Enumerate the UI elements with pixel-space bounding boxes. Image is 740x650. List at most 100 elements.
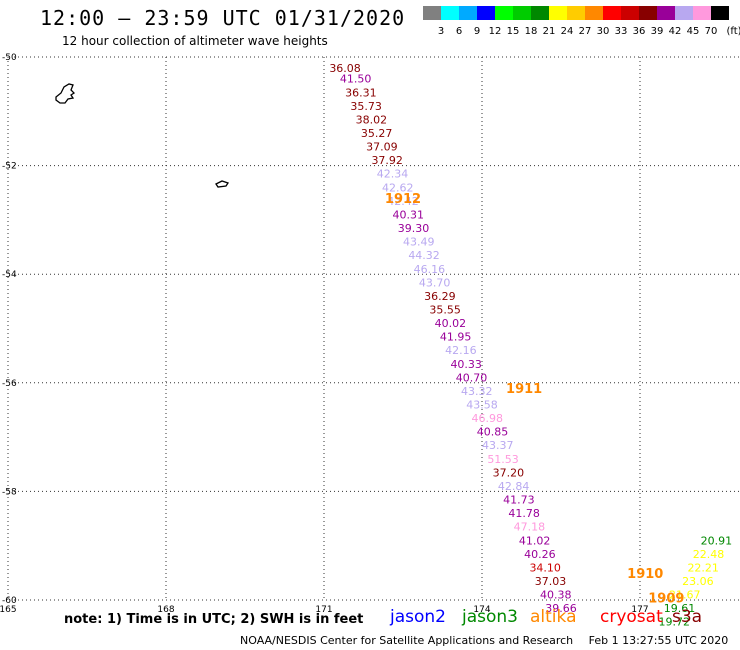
legend-label: 39 <box>650 26 664 37</box>
track-time-label: 1909 <box>648 591 684 606</box>
lat-label: -54 <box>2 270 17 280</box>
satellite-cryosat: cryosat <box>600 607 663 627</box>
legend-label: 36 <box>632 26 646 37</box>
legend-label: 3 <box>437 26 445 37</box>
swh-observation: 46.98 <box>472 412 504 425</box>
legend-swatch <box>567 6 585 20</box>
swh-observation: 36.31 <box>345 86 377 99</box>
lon-label: 165 <box>0 605 17 615</box>
track-time-label: 1910 <box>627 567 663 582</box>
swh-observation: 40.31 <box>393 208 425 221</box>
legend-label: 30 <box>596 26 610 37</box>
satellite-jason3: jason3 <box>462 607 518 627</box>
swh-observation: 47.18 <box>514 521 546 534</box>
swh-observation: 39.30 <box>398 222 430 235</box>
swh-observation: 36.29 <box>424 290 456 303</box>
credit-timestamp: Feb 1 13:27:55 UTC 2020 <box>588 634 729 647</box>
swh-observation: 35.55 <box>429 303 461 316</box>
legend-label: 6 <box>455 26 463 37</box>
swh-observation: 19.61 <box>664 602 696 615</box>
legend-swatch <box>585 6 603 20</box>
swh-observation: 40.85 <box>477 426 509 439</box>
track-time-label: 1911 <box>506 382 542 397</box>
lat-label: -56 <box>2 379 17 389</box>
legend-swatch <box>477 6 495 20</box>
swh-observation: 40.02 <box>435 317 467 330</box>
swh-observation: 42.62 <box>382 181 414 194</box>
legend-swatch <box>675 6 693 20</box>
swh-observation: 37.92 <box>371 154 403 167</box>
swh-observation: 37.09 <box>366 141 398 154</box>
swh-observation: 41.73 <box>503 494 535 507</box>
swh-observation: 35.73 <box>350 100 382 113</box>
track-time-label: 1912 <box>385 192 421 207</box>
swh-observation: 40.33 <box>450 358 482 371</box>
swh-observation: 42.34 <box>377 168 409 181</box>
lon-label: 171 <box>315 605 332 615</box>
legend-label: 45 <box>686 26 700 37</box>
satellite-altika: altika <box>530 607 577 627</box>
lon-label: 174 <box>473 605 490 615</box>
swh-observation: 21.67 <box>669 589 701 602</box>
swh-observation: 41.78 <box>508 507 540 520</box>
swh-observation: 35.27 <box>361 127 393 140</box>
swh-observation: 36.08 <box>329 62 361 75</box>
legend-unit: (ft) <box>726 26 740 37</box>
map-subtitle: 12 hour collection of altimeter wave hei… <box>62 34 328 48</box>
satellite-jason2: jason2 <box>390 607 446 627</box>
swh-observation: 42.42 <box>387 195 419 208</box>
legend-label: 9 <box>473 26 481 37</box>
satellite-s3a: s3a <box>672 607 703 627</box>
swh-observation: 51.53 <box>487 453 519 466</box>
legend-label: 42 <box>668 26 682 37</box>
swh-observation: 41.95 <box>440 331 472 344</box>
swh-observation: 23.06 <box>682 575 714 588</box>
swh-observation: 41.02 <box>519 534 551 547</box>
swh-observation: 19.72 <box>658 616 690 629</box>
legend-swatch <box>603 6 621 20</box>
lat-label: -58 <box>2 487 17 497</box>
legend-swatch <box>531 6 549 20</box>
swh-observation: 44.32 <box>408 249 440 262</box>
swh-observation: 43.32 <box>461 385 493 398</box>
swh-observation: 37.20 <box>493 466 525 479</box>
legend-swatch <box>495 6 513 20</box>
swh-observation: 43.49 <box>403 236 435 249</box>
legend-swatch <box>657 6 675 20</box>
legend-swatch <box>621 6 639 20</box>
swh-observation: 41.50 <box>340 73 372 86</box>
swh-observation: 42.84 <box>498 480 530 493</box>
swh-observation: 43.70 <box>419 276 451 289</box>
legend-label: 21 <box>542 26 556 37</box>
swh-observation: 34.10 <box>529 561 561 574</box>
legend-swatch <box>711 6 729 20</box>
legend-swatch <box>423 6 441 20</box>
swh-observation: 43.58 <box>466 399 498 412</box>
swh-observation: 39.66 <box>545 602 577 615</box>
swh-observation: 43.37 <box>482 439 514 452</box>
lat-label: -50 <box>2 53 17 63</box>
lon-label: 177 <box>631 605 648 615</box>
swh-observation: 22.48 <box>693 548 725 561</box>
footer-credit: NOAA/NESDIS Center for Satellite Applica… <box>240 634 728 647</box>
swh-observation: 42.16 <box>445 344 477 357</box>
swh-observation: 37.03 <box>535 575 567 588</box>
legend-label: 15 <box>506 26 520 37</box>
swh-observation: 40.38 <box>540 589 572 602</box>
legend-swatch <box>639 6 657 20</box>
swh-observation: 46.16 <box>414 263 446 276</box>
island-outline <box>215 180 230 188</box>
swh-observation: 20.91 <box>701 534 733 547</box>
swh-observation: 38.02 <box>356 113 388 126</box>
legend-swatch <box>693 6 711 20</box>
legend-label: 12 <box>488 26 502 37</box>
legend-label: 33 <box>614 26 628 37</box>
lat-label: -60 <box>2 596 17 606</box>
legend-label: 18 <box>524 26 538 37</box>
legend-swatch <box>549 6 567 20</box>
legend-swatch <box>459 6 477 20</box>
swh-observation: 40.26 <box>524 548 556 561</box>
legend-swatch <box>441 6 459 20</box>
island-outline <box>55 83 76 104</box>
lat-label: -52 <box>2 162 17 172</box>
